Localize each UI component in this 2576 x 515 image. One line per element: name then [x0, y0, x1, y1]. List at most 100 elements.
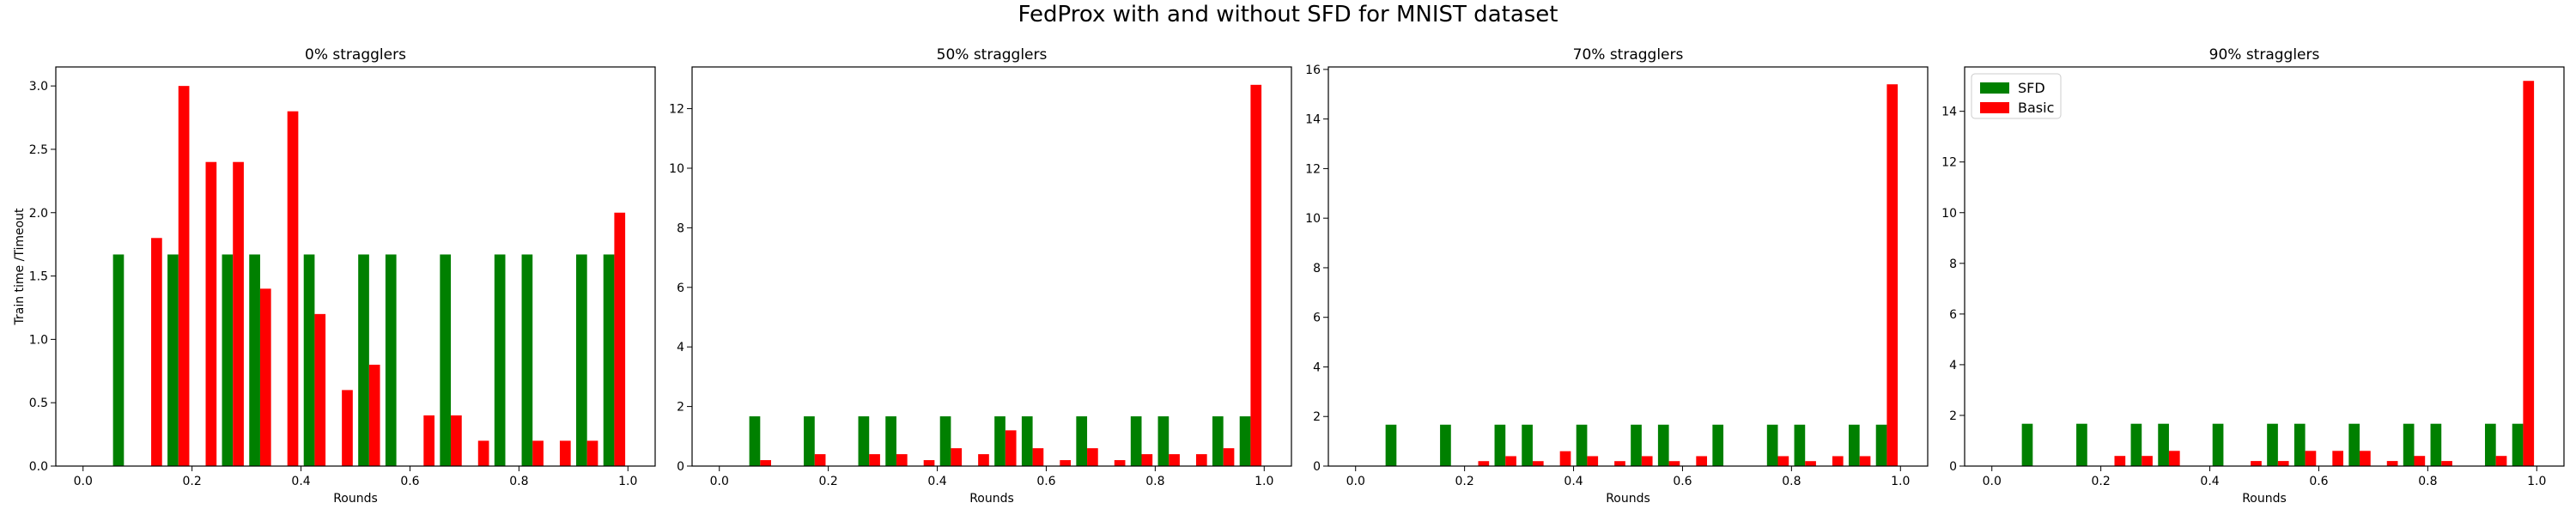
y-tick-label: 4	[1949, 359, 1957, 373]
bar-basic	[2523, 81, 2535, 466]
bar-basic	[1141, 454, 1153, 466]
bar-sfd	[1712, 424, 1724, 466]
y-tick-label: 8	[677, 221, 684, 235]
x-tick-label: 0.4	[927, 475, 946, 488]
bar-basic	[151, 238, 162, 466]
y-tick-label: 0	[1949, 460, 1957, 474]
bar-sfd	[603, 254, 615, 466]
bar-sfd	[2076, 423, 2087, 466]
bar-sfd	[249, 254, 260, 466]
x-tick-label: 1.0	[1255, 475, 1273, 488]
bar-basic	[978, 454, 989, 466]
bar-sfd	[1157, 416, 1170, 466]
y-tick-label: 10	[669, 162, 684, 176]
bar-sfd	[494, 254, 506, 466]
bar-basic	[1587, 456, 1599, 466]
subplot-1: 0.0 0.2 0.4 0.6 0.8 1.0 0.0 0.5 1.0 1.5 2.0 2.5 3.0 0…	[13, 46, 656, 506]
x-tick-label: 0.8	[1145, 475, 1164, 488]
bar-basic	[2305, 451, 2317, 466]
bar-sfd	[994, 416, 1005, 466]
bar-basic	[1060, 460, 1072, 466]
y-tick-label: 4	[677, 341, 684, 354]
legend-label-basic: Basic	[2018, 100, 2054, 116]
x-tick-label: 0.2	[183, 475, 202, 488]
x-tick-label: 0.2	[2092, 475, 2111, 488]
bar-basic	[614, 212, 626, 466]
bar-basic	[2495, 456, 2507, 466]
bar-sfd	[2512, 423, 2524, 466]
bar-sfd	[939, 416, 951, 466]
bar-sfd	[2430, 423, 2442, 466]
bar-sfd	[749, 416, 761, 466]
x-tick-label: 0.0	[1346, 475, 1365, 488]
bar-sfd	[1130, 416, 1142, 466]
bar-sfd	[2130, 423, 2142, 466]
y-tick-label: 16	[1305, 64, 1321, 77]
y-tick-label: 12	[1941, 156, 1957, 170]
x-axis-label: Rounds	[333, 492, 378, 506]
bar-sfd	[1385, 424, 1397, 466]
bar-sfd	[385, 254, 397, 466]
bar-sfd	[1494, 424, 1506, 466]
x-tick-label: 0.0	[74, 475, 93, 488]
bar-sfd	[358, 254, 369, 466]
x-tick-label: 1.0	[1891, 475, 1910, 488]
bar-basic	[1478, 461, 1490, 466]
bar-basic	[1505, 456, 1516, 466]
bar-basic	[1614, 461, 1625, 466]
bar-basic	[1668, 461, 1680, 466]
bar-basic	[923, 460, 935, 466]
bar-sfd	[1076, 416, 1088, 466]
subplot-4: 0.0 0.2 0.4 0.6 0.8 1.0 0 2 4 6 8 10 12 14 90% straggl…	[1941, 46, 2565, 506]
bar-basic	[1223, 448, 1235, 466]
bar-basic	[951, 448, 963, 466]
bar-sfd	[112, 254, 125, 466]
bar-basic	[559, 440, 571, 466]
bar-sfd	[885, 416, 896, 466]
bar-basic	[2332, 451, 2344, 466]
bar-basic	[1777, 456, 1789, 466]
subplot-2: 0.0 0.2 0.4 0.6 0.8 1.0 0 2 4 6 8 10 12 50% straggler…	[669, 46, 1292, 506]
bar-basic	[342, 390, 353, 466]
bar-basic	[869, 454, 880, 466]
bar-basic	[233, 161, 244, 466]
y-tick-label: 0.5	[29, 397, 48, 410]
bar-basic	[423, 415, 435, 466]
bar-basic	[814, 454, 826, 466]
bar-basic	[2414, 456, 2426, 466]
subplot-title: 50% stragglers	[937, 46, 1048, 64]
bar-basic	[1859, 456, 1871, 466]
subplot-title: 90% stragglers	[2209, 46, 2320, 64]
bar-sfd	[2484, 423, 2496, 466]
bar-sfd	[2021, 423, 2033, 466]
bar-basic	[1532, 461, 1544, 466]
x-axis-label: Rounds	[969, 492, 1014, 506]
figure-title: FedProx with and without SFD for MNIST d…	[1018, 2, 1558, 27]
x-tick-label: 0.4	[2200, 475, 2219, 488]
x-tick-label: 0.6	[1673, 475, 1692, 488]
bar-sfd	[1239, 416, 1251, 466]
bar-sfd	[2403, 423, 2415, 466]
bar-sfd	[1631, 424, 1642, 466]
bar-basic	[2142, 456, 2153, 466]
bar-sfd	[2348, 423, 2360, 466]
bar-sfd	[1576, 424, 1588, 466]
y-tick-label: 12	[669, 103, 684, 117]
bar-sfd	[1657, 424, 1669, 466]
y-tick-label: 2.0	[29, 207, 48, 221]
y-tick-label: 6	[677, 282, 684, 295]
bar-basic	[586, 440, 598, 466]
bar-basic	[532, 440, 544, 466]
y-tick-label: 10	[1941, 207, 1957, 221]
bar-sfd	[303, 254, 315, 466]
x-axis-label: Rounds	[1606, 492, 1650, 506]
bar-sfd	[1794, 424, 1806, 466]
bar-basic	[178, 86, 190, 467]
y-tick-label: 3.0	[29, 80, 48, 94]
x-tick-label: 0.8	[2418, 475, 2437, 488]
y-tick-label: 2.5	[29, 143, 48, 157]
bar-basic	[2114, 456, 2126, 466]
bar-basic	[2168, 451, 2180, 466]
